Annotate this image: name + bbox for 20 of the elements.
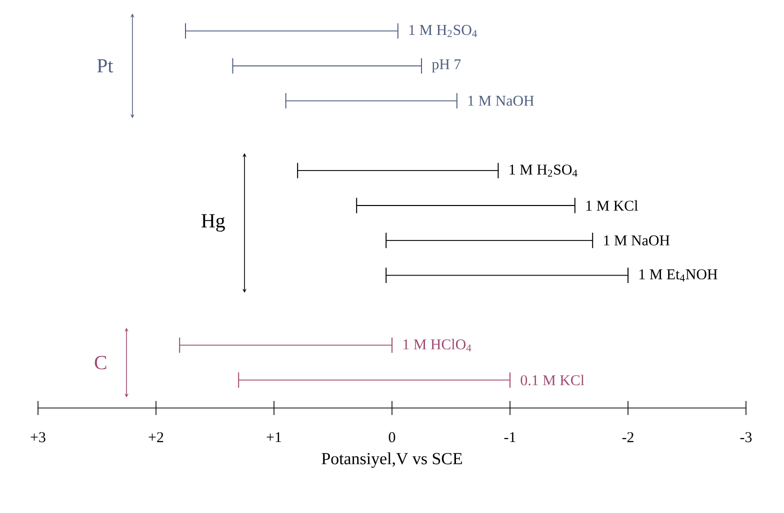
x-tick-label: -1 xyxy=(504,432,516,442)
y-tick-label: 1 M NaOH xyxy=(468,96,534,106)
x-tick-label: -3 xyxy=(740,432,752,442)
text: Pt xyxy=(97,59,114,72)
x-tick-label: 0 xyxy=(388,432,396,442)
y-tick-label: 1 M KCl xyxy=(586,200,638,211)
x-tick-label: +3 xyxy=(30,432,46,442)
x-axis-title: Potansiyel,V vs SCE xyxy=(322,452,462,468)
y-tick-label: 1 M H$_{2}$SO$_{4}$ xyxy=(510,164,578,177)
y-tick-label: 1 M Et$_{4}$NOH xyxy=(640,269,718,282)
x-tick-label: +2 xyxy=(148,432,164,442)
x-tick-label: +1 xyxy=(266,432,282,442)
text: Hg xyxy=(202,214,225,232)
y-tick-label: pH 7 xyxy=(432,59,461,72)
text: C xyxy=(94,356,106,370)
y-tick-label: 1 M HClO$_{4}$ xyxy=(404,338,472,352)
x-tick-label: -2 xyxy=(622,432,634,442)
y-tick-label: 1 M H$_{2}$SO$_{4}$ xyxy=(409,24,478,37)
y-tick-label: 0.1 M KCl xyxy=(520,374,584,386)
y-tick-label: 1 M NaOH xyxy=(604,235,670,246)
